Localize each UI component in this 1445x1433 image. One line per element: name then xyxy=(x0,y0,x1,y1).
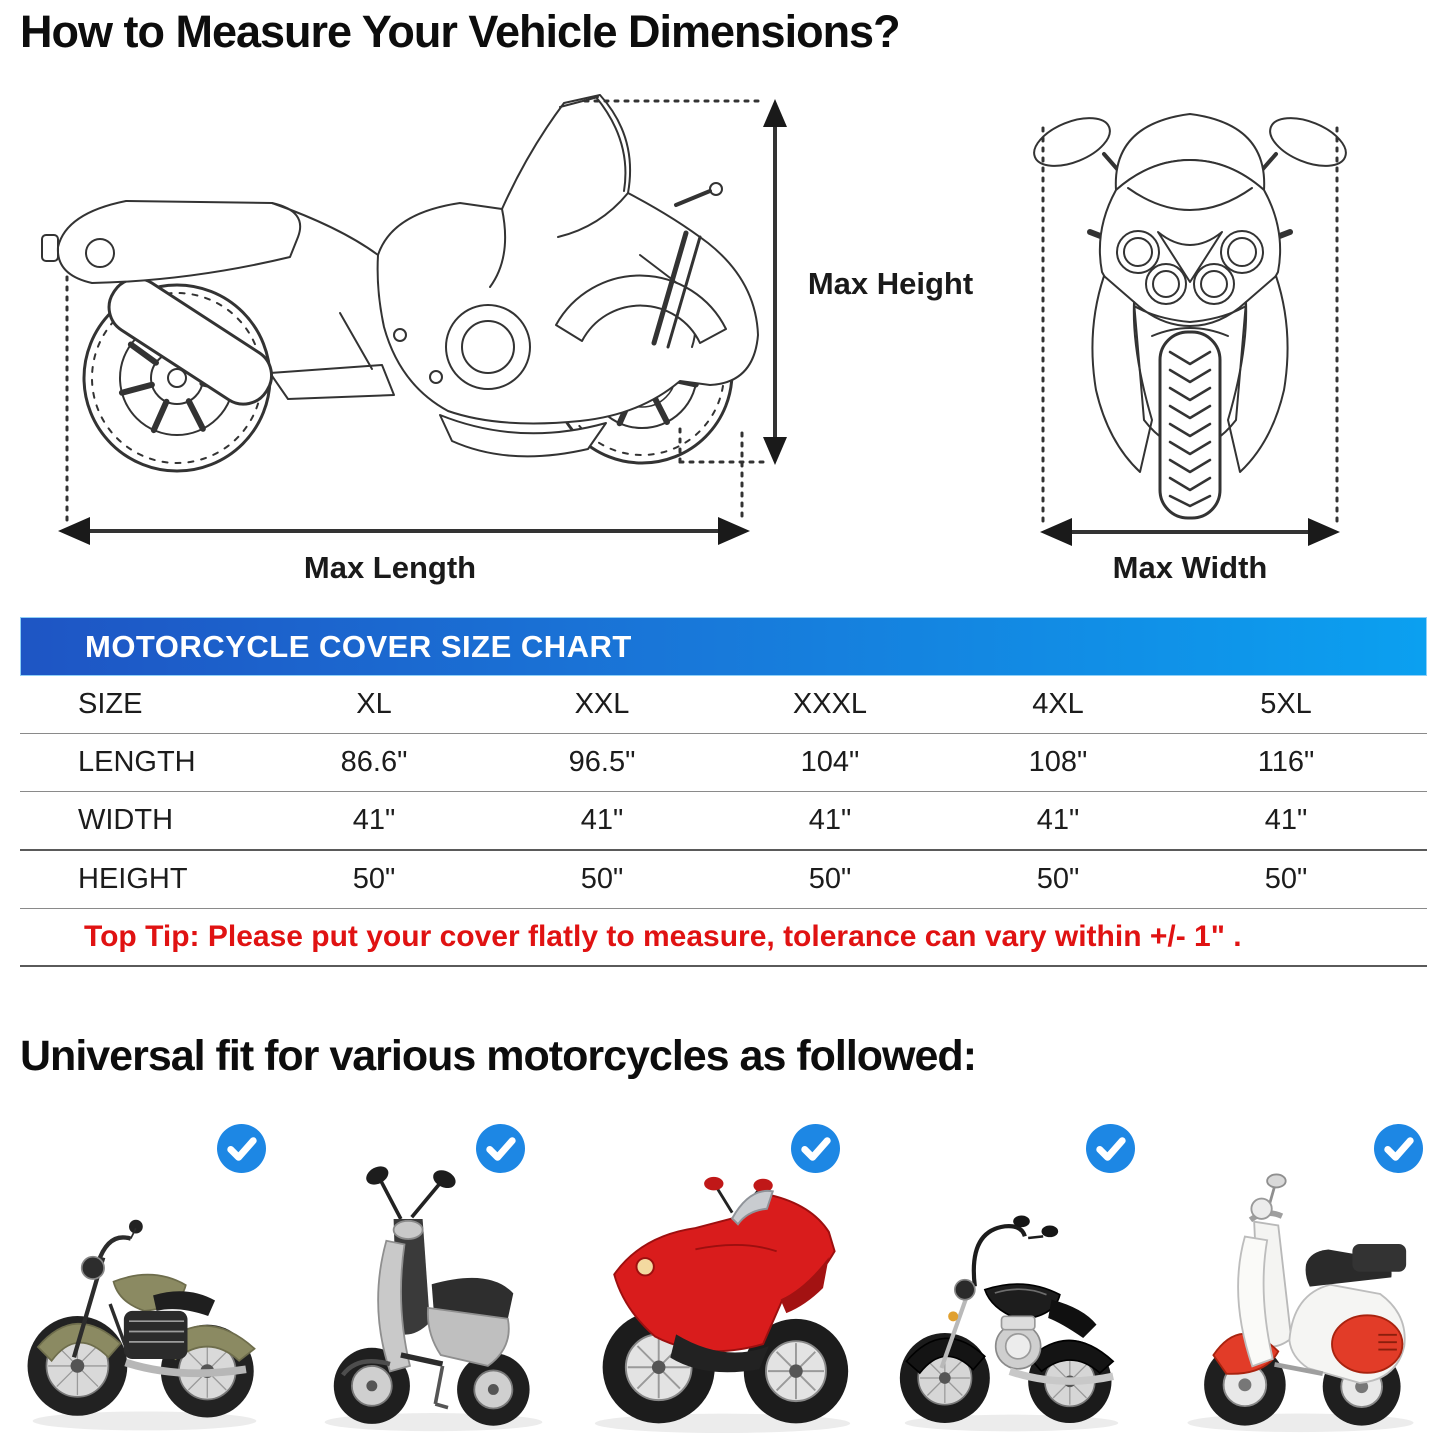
height-measure xyxy=(583,99,787,465)
max-length-label: Max Length xyxy=(303,550,477,585)
size-chart-tip: Top Tip: Please put your cover flatly to… xyxy=(84,920,1242,953)
size-chart-title: MOTORCYCLE COVER SIZE CHART xyxy=(85,628,632,664)
motorcycle-side-view-diagram xyxy=(41,94,787,545)
check-icon xyxy=(217,1124,266,1173)
col-header: XXXL xyxy=(792,688,868,720)
check-icon xyxy=(791,1124,840,1173)
length-cell: 86.6" xyxy=(340,746,408,778)
motorcycle-front-view-diagram xyxy=(1033,113,1347,546)
height-cell: 50" xyxy=(580,863,624,895)
length-cell: 104" xyxy=(800,746,860,778)
exhaust xyxy=(107,277,274,406)
motorcycle-gallery xyxy=(0,1100,1445,1433)
col-header: 4XL xyxy=(1032,688,1084,720)
size-chart-header: MOTORCYCLE COVER SIZE CHART xyxy=(20,617,1427,676)
size-chart: MOTORCYCLE COVER SIZE CHART SIZE XL XXL … xyxy=(20,617,1427,967)
table-row: WIDTH 41" 41" 41" 41" 41" xyxy=(20,792,1400,849)
bike-image-scooter-silver xyxy=(324,1166,543,1432)
left-panel xyxy=(1091,275,1153,473)
front-tire xyxy=(1158,330,1222,520)
divider xyxy=(20,849,1427,851)
width-cell: 41" xyxy=(1036,804,1080,836)
row-label-height: HEIGHT xyxy=(78,863,188,895)
divider xyxy=(20,791,1427,792)
bike-image-cruiser-olive xyxy=(27,1219,257,1431)
length-measure xyxy=(58,275,750,545)
tail-cowl xyxy=(56,200,302,284)
width-cell: 41" xyxy=(352,804,396,836)
bike-image-cruiser-black xyxy=(899,1215,1119,1432)
divider xyxy=(20,733,1427,734)
table-row: LENGTH 86.6" 96.5" 104" 108" 116" xyxy=(20,734,1400,791)
swingarm xyxy=(269,364,395,400)
width-cell: 41" xyxy=(580,804,624,836)
check-icon xyxy=(1086,1124,1135,1173)
gallery-item-cruiser-olive xyxy=(0,1100,289,1433)
width-measure xyxy=(1040,126,1340,546)
gallery-item-vespa-white-red xyxy=(1156,1100,1445,1433)
divider xyxy=(20,965,1427,967)
length-cell: 108" xyxy=(1028,746,1088,778)
height-cell: 50" xyxy=(808,863,852,895)
row-label-length: LENGTH xyxy=(78,746,196,778)
left-mirror xyxy=(1033,117,1111,167)
max-width-label: Max Width xyxy=(1112,550,1268,585)
right-mirror xyxy=(1269,117,1347,167)
divider xyxy=(20,908,1427,909)
check-icon xyxy=(1374,1124,1423,1173)
width-cell: 41" xyxy=(808,804,852,836)
check-icon xyxy=(476,1124,525,1173)
row-label-width: WIDTH xyxy=(78,804,174,836)
bike-image-sport-red xyxy=(594,1176,851,1433)
gallery-item-cruiser-black xyxy=(867,1100,1156,1433)
table-row: HEIGHT 50" 50" 50" 50" 50" xyxy=(20,851,1400,908)
col-header: 5XL xyxy=(1260,688,1312,720)
col-header-size: SIZE xyxy=(78,688,143,720)
length-cell: 116" xyxy=(1257,746,1315,778)
gallery-item-sport-red xyxy=(578,1100,867,1433)
table-row: SIZE XL XXL XXXL 4XL 5XL xyxy=(20,676,1400,733)
col-header: XXL xyxy=(574,688,630,720)
gallery-item-scooter-silver xyxy=(289,1100,578,1433)
max-height-label: Max Height xyxy=(807,266,974,301)
rear-wheel xyxy=(82,283,272,473)
size-chart-tip-row: Top Tip: Please put your cover flatly to… xyxy=(20,909,1427,965)
length-cell: 96.5" xyxy=(568,746,636,778)
universal-fit-title: Universal fit for various motorcycles as… xyxy=(20,1032,977,1080)
bike-image-vespa-white-red xyxy=(1187,1173,1414,1433)
height-cell: 50" xyxy=(1036,863,1080,895)
front-fairing xyxy=(1098,159,1282,323)
height-cell: 50" xyxy=(1264,863,1308,895)
fairing-body xyxy=(376,94,759,425)
right-panel xyxy=(1227,275,1289,473)
height-cell: 50" xyxy=(352,863,396,895)
page-title: How to Measure Your Vehicle Dimensions? xyxy=(20,6,901,57)
belly-pan xyxy=(439,414,607,458)
col-header: XL xyxy=(356,688,392,720)
width-cell: 41" xyxy=(1264,804,1308,836)
